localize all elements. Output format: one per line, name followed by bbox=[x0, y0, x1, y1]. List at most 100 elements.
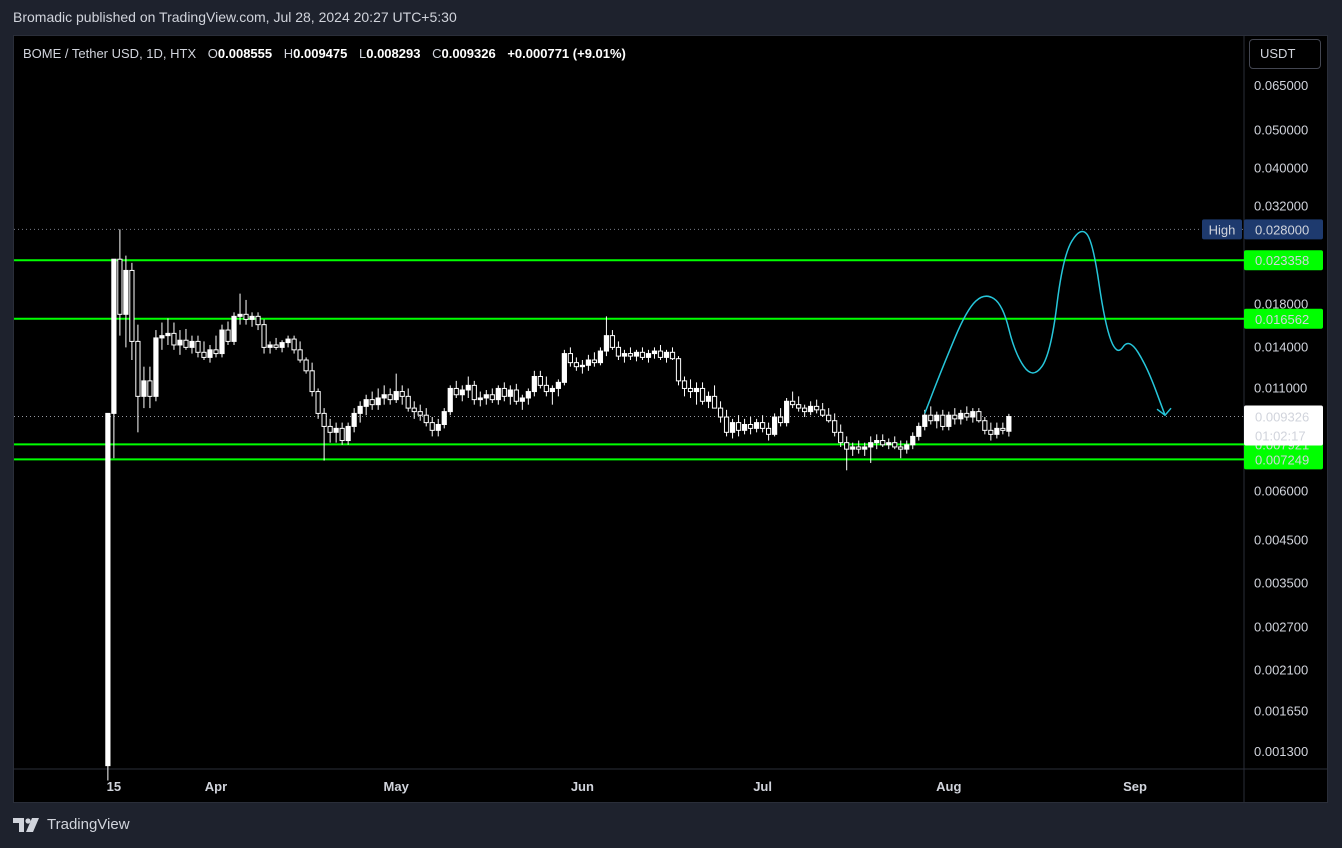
candle-body bbox=[838, 431, 844, 444]
candle-body bbox=[147, 380, 153, 397]
chart-area[interactable] bbox=[13, 35, 1328, 803]
candle-body bbox=[994, 427, 1000, 435]
candle-body bbox=[513, 389, 519, 402]
candle-body bbox=[237, 313, 243, 317]
candle-body bbox=[982, 420, 988, 431]
high-label-text: High bbox=[1209, 222, 1236, 237]
x-tick-label-4: Jul bbox=[753, 779, 772, 794]
y-tick-label-3: 0.032000 bbox=[1254, 199, 1308, 214]
candle-body bbox=[111, 258, 117, 414]
level-badge-label-3: 0.007249 bbox=[1255, 452, 1309, 467]
level-badge-label-1: 0.016562 bbox=[1255, 312, 1309, 327]
candle-body bbox=[561, 353, 567, 383]
candle-body bbox=[639, 351, 646, 358]
candle-body bbox=[333, 427, 339, 433]
candle-body bbox=[405, 395, 411, 409]
candle-body bbox=[393, 391, 399, 401]
candle-body bbox=[910, 435, 916, 446]
candle-body bbox=[471, 384, 477, 401]
candle-body bbox=[1000, 427, 1006, 431]
candle-body bbox=[723, 416, 730, 433]
y-tick-label-7: 0.006000 bbox=[1254, 484, 1308, 499]
candle-body bbox=[537, 375, 543, 386]
candle-body bbox=[417, 411, 423, 416]
candle-body bbox=[135, 340, 141, 397]
candle-body bbox=[201, 351, 207, 358]
candle-body bbox=[243, 313, 249, 320]
candle-body bbox=[988, 429, 994, 435]
candle-body bbox=[297, 349, 303, 361]
candle-body bbox=[615, 346, 622, 357]
candle-body bbox=[531, 375, 537, 393]
candle-body bbox=[183, 339, 189, 348]
high-label-badge bbox=[1202, 219, 1242, 240]
close-value: 0.009326 bbox=[441, 46, 496, 61]
currency-button[interactable]: USDT bbox=[1249, 39, 1321, 69]
high-value: 0.009475 bbox=[293, 46, 348, 61]
candle-body bbox=[916, 425, 922, 437]
x-tick-label-6: Sep bbox=[1123, 779, 1147, 794]
y-tick-label-0: 0.065000 bbox=[1254, 78, 1308, 93]
candle-body bbox=[802, 407, 808, 413]
candle-body bbox=[669, 351, 676, 360]
candle-body bbox=[423, 414, 429, 424]
candle-body bbox=[213, 349, 219, 355]
y-tick-label-1: 0.050000 bbox=[1254, 123, 1308, 138]
candle-body bbox=[747, 424, 754, 429]
candle-body bbox=[904, 444, 910, 450]
y-tick-label-6: 0.011000 bbox=[1254, 380, 1307, 395]
candle-body bbox=[579, 364, 586, 368]
candle-body bbox=[453, 387, 459, 396]
tradingview-brand: TradingView bbox=[47, 816, 130, 833]
candle-body bbox=[621, 353, 628, 357]
candle-body bbox=[435, 424, 441, 431]
candle-body bbox=[219, 329, 225, 355]
candle-body bbox=[327, 425, 333, 433]
candle-body bbox=[207, 349, 213, 358]
candle-body bbox=[501, 387, 507, 397]
candle-body bbox=[141, 380, 147, 397]
x-tick-label-0: 15 bbox=[107, 779, 121, 794]
candle-body bbox=[279, 342, 285, 348]
candle-body bbox=[627, 353, 634, 357]
candle-body bbox=[303, 359, 309, 372]
open-label: O0.008555 bbox=[207, 46, 273, 61]
candle-body bbox=[117, 258, 123, 315]
x-tick-label-5: Aug bbox=[936, 779, 961, 794]
candle-body bbox=[681, 380, 688, 389]
tradingview-logo[interactable]: TradingView bbox=[13, 816, 130, 833]
projection-path[interactable] bbox=[924, 230, 1166, 416]
candle-body bbox=[477, 397, 483, 401]
candle-body bbox=[735, 422, 742, 431]
candle-body bbox=[964, 412, 970, 418]
candle-body bbox=[489, 394, 495, 401]
candle-body bbox=[796, 404, 802, 409]
candle-body bbox=[249, 315, 255, 320]
high-value-text: 0.028000 bbox=[1255, 222, 1309, 237]
candle-body bbox=[753, 422, 760, 429]
high-value-badge bbox=[1244, 219, 1323, 240]
candle-body bbox=[369, 399, 375, 406]
candle-body bbox=[363, 399, 369, 407]
candle-body bbox=[309, 370, 315, 393]
candle-body bbox=[603, 335, 610, 352]
candle-body bbox=[657, 350, 664, 358]
symbol-name[interactable]: BOME / Tether USD, 1D, HTX bbox=[23, 46, 197, 61]
y-tick-label-10: 0.002700 bbox=[1254, 620, 1308, 635]
candle-body bbox=[543, 384, 549, 393]
candle-body bbox=[399, 391, 405, 397]
publish-info: Bromadic published on TradingView.com, J… bbox=[13, 9, 457, 25]
level-badge-1 bbox=[1244, 308, 1323, 329]
candle-body bbox=[519, 397, 525, 402]
y-tick-label-9: 0.003500 bbox=[1254, 575, 1308, 590]
candle-body bbox=[772, 416, 778, 435]
candle-body bbox=[261, 324, 267, 348]
last-price-text: 0.009326 bbox=[1255, 410, 1309, 425]
level-badge-label-0: 0.023358 bbox=[1255, 253, 1309, 268]
candle-body bbox=[129, 269, 135, 342]
candle-body bbox=[663, 351, 670, 358]
candle-body bbox=[255, 315, 261, 326]
candle-body bbox=[321, 412, 327, 427]
x-tick-label-3: Jun bbox=[571, 779, 594, 794]
candle-body bbox=[970, 411, 976, 418]
